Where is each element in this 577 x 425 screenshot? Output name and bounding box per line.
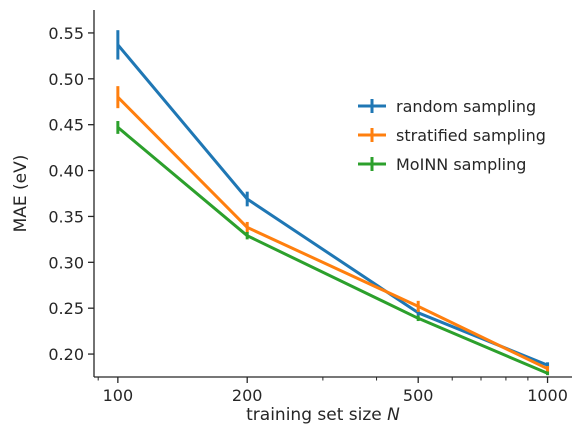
axes-frame — [93, 10, 572, 378]
series-1 — [116, 86, 550, 372]
series-line — [116, 43, 549, 367]
y-tick-label: 0.55 — [48, 24, 84, 43]
y-tick-label: 0.25 — [48, 299, 84, 318]
series-line — [116, 126, 549, 375]
x-tick-label: 100 — [103, 386, 134, 405]
y-tick-label: 0.20 — [48, 345, 84, 364]
y-tick-label: 0.50 — [48, 70, 84, 89]
x-tick-label: 500 — [403, 386, 434, 405]
series-line — [116, 96, 549, 371]
series-group — [116, 30, 550, 376]
series-0 — [116, 30, 550, 368]
legend-label: MoINN sampling — [396, 155, 526, 174]
legend-item: MoINN sampling — [358, 155, 526, 174]
y-tick-label: 0.35 — [48, 207, 84, 226]
x-axis-label: training set size N — [246, 405, 400, 425]
legend-label: random sampling — [396, 97, 536, 116]
y-tick-label: 0.45 — [48, 116, 84, 135]
y-tick-label: 0.30 — [48, 253, 84, 272]
legend-item: stratified sampling — [358, 126, 546, 145]
x-axis-label-text: training set size — [246, 405, 382, 425]
y-axis: 0.20 0.25 0.30 0.35 0.40 0.45 0.50 0.55 — [48, 24, 94, 364]
legend-item: random sampling — [358, 97, 536, 116]
legend: random sampling stratified sampling MoINN … — [358, 97, 546, 174]
x-tick-label: 1000 — [527, 386, 568, 405]
x-tick-label: 200 — [232, 386, 263, 405]
legend-label: stratified sampling — [396, 126, 546, 145]
y-tick-label: 0.40 — [48, 162, 84, 181]
x-axis: 100 200 500 1000 — [97, 377, 568, 405]
y-axis-label: MAE (eV) — [11, 155, 31, 233]
x-axis-label-variable: N — [387, 405, 400, 425]
series-2 — [116, 121, 550, 376]
